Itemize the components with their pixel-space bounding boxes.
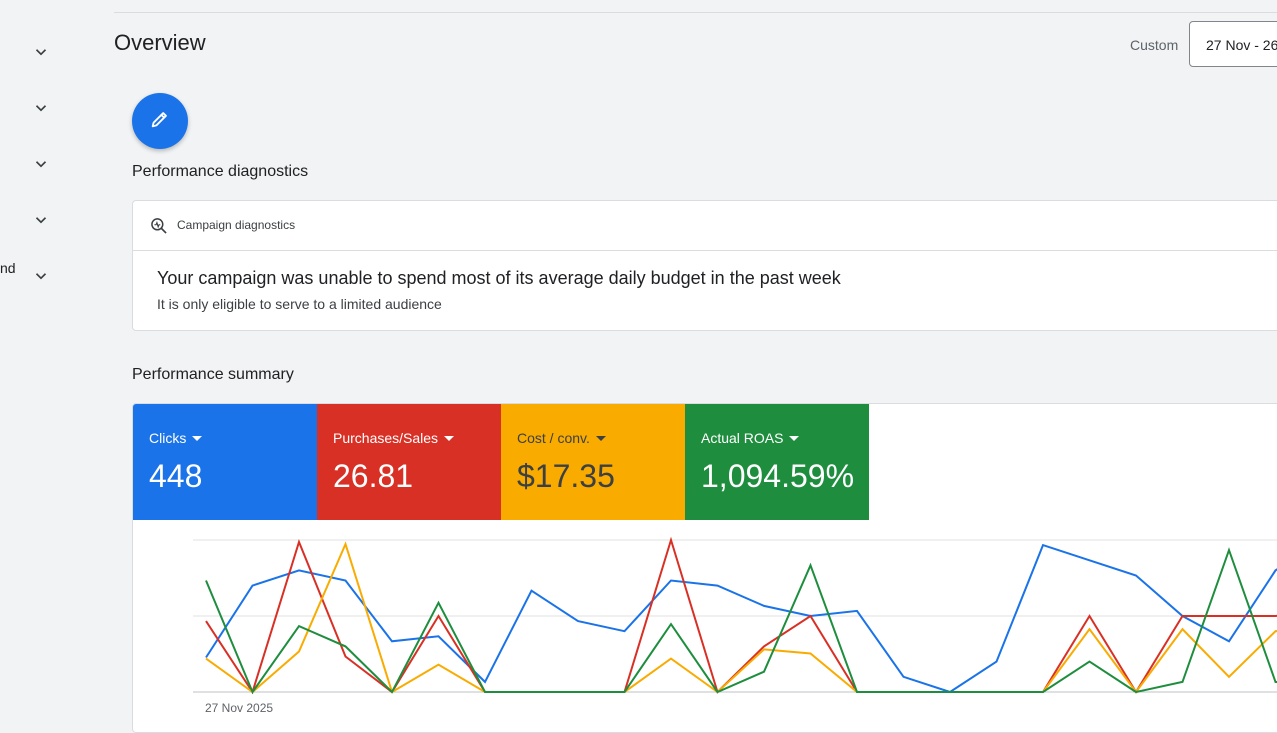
diagnostics-section-title: Performance diagnostics	[132, 163, 309, 180]
edit-button[interactable]	[132, 93, 188, 149]
sidebar-item-4[interactable]	[0, 211, 60, 251]
metric-value: 448	[149, 458, 203, 494]
metric-value: 26.81	[333, 458, 414, 494]
chevron-down-icon[interactable]	[32, 43, 50, 61]
metric-value: 1,094.59%	[701, 458, 855, 494]
sidebar-item-label: nd	[0, 260, 16, 276]
date-range-mode-label: Custom	[1130, 37, 1179, 53]
chevron-down-icon[interactable]	[32, 99, 50, 117]
metric-tile-purchases[interactable]: Purchases/Sales 26.81	[317, 404, 501, 520]
top-divider	[114, 12, 1277, 13]
metric-label: Actual ROAS	[701, 430, 784, 446]
x-axis-start-label: 27 Nov 2025	[205, 701, 274, 715]
performance-summary-card: Clicks 448 Purchases/Sales 26.81 Cost / …	[132, 403, 1277, 733]
diagnostics-card-label: Campaign diagnostics	[177, 218, 296, 232]
sidebar-item-5[interactable]: nd	[0, 259, 60, 299]
chevron-down-icon[interactable]	[32, 211, 50, 229]
pencil-icon	[149, 108, 171, 135]
metric-label: Cost / conv.	[517, 430, 590, 446]
chart-series-line-3	[205, 541, 1277, 694]
chevron-down-icon[interactable]	[32, 267, 50, 285]
diagnostics-search-icon	[149, 216, 169, 236]
sidebar-item-2[interactable]	[0, 99, 60, 139]
diagnostics-headline: Your campaign was unable to spend most o…	[157, 268, 841, 288]
dropdown-caret-icon[interactable]	[444, 435, 455, 441]
page-title: Overview	[114, 30, 206, 55]
metric-tile-roas[interactable]: Actual ROAS 1,094.59%	[685, 404, 869, 520]
date-range-picker[interactable]: 27 Nov - 26	[1189, 21, 1277, 67]
diagnostics-detail: It is only eligible to serve to a limite…	[157, 296, 442, 312]
chart-series-line-4	[205, 547, 1277, 695]
dropdown-caret-icon[interactable]	[789, 435, 800, 441]
metric-label: Clicks	[149, 430, 187, 446]
metric-label: Purchases/Sales	[333, 430, 439, 446]
diagnostics-card: Campaign diagnostics Your campaign was u…	[132, 200, 1277, 331]
chevron-down-icon[interactable]	[32, 155, 50, 173]
sidebar-item-1[interactable]	[0, 43, 60, 83]
sidebar-item-3[interactable]	[0, 155, 60, 195]
metric-value: $17.35	[517, 458, 615, 494]
sidebar: nd	[0, 0, 60, 716]
chart-series-line-1	[205, 543, 1277, 694]
dropdown-caret-icon[interactable]	[595, 435, 606, 441]
diagnostics-card-header: Campaign diagnostics	[133, 201, 1277, 251]
dropdown-caret-icon[interactable]	[192, 435, 203, 441]
metric-tile-cost-per-conv[interactable]: Cost / conv. $17.35	[501, 404, 685, 520]
metric-tile-clicks[interactable]: Clicks 448	[133, 404, 317, 520]
performance-chart	[193, 536, 1277, 695]
summary-section-title: Performance summary	[132, 366, 294, 383]
